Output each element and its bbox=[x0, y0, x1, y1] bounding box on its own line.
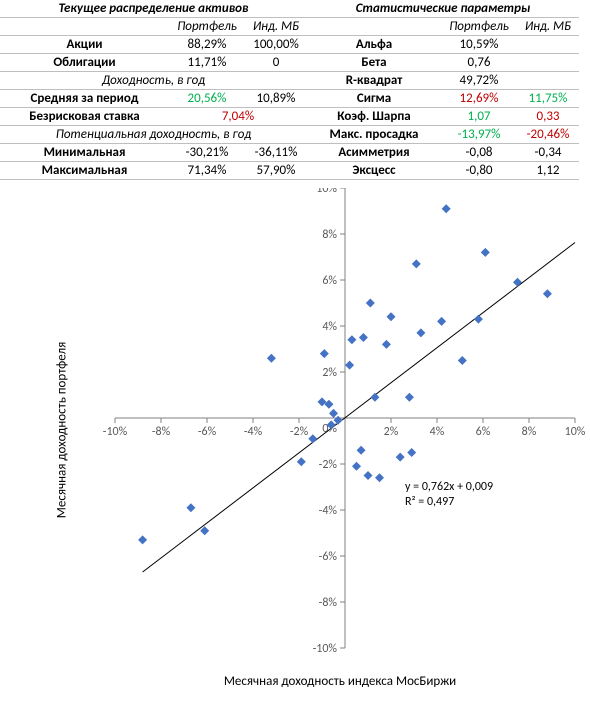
cell: 7,04% bbox=[169, 108, 307, 126]
r-squared: R² = 0,497 bbox=[405, 495, 454, 509]
cell: 11,75% bbox=[517, 90, 579, 108]
cell: 49,72% bbox=[441, 72, 517, 90]
cell: 12,69% bbox=[441, 90, 517, 108]
cell: -0,34 bbox=[517, 144, 579, 162]
svg-text:-4%: -4% bbox=[244, 425, 263, 439]
svg-text:4%: 4% bbox=[430, 425, 445, 439]
chart-container: Месячная доходность портфеля Месячная до… bbox=[0, 180, 590, 690]
svg-text:10%: 10% bbox=[316, 188, 337, 196]
cell: -0,08 bbox=[441, 144, 517, 162]
svg-text:-6%: -6% bbox=[319, 550, 338, 564]
row-label: Средняя за период bbox=[0, 90, 169, 108]
svg-text:2%: 2% bbox=[322, 366, 337, 380]
cell bbox=[517, 54, 579, 72]
svg-text:2%: 2% bbox=[384, 425, 399, 439]
cell: 0 bbox=[245, 54, 307, 72]
svg-text:8%: 8% bbox=[322, 228, 337, 242]
cell: 100,00% bbox=[245, 36, 307, 54]
col-portfolio: Портфель bbox=[169, 18, 245, 36]
cell: 57,90% bbox=[245, 162, 307, 180]
col-portfolio: Портфель bbox=[441, 18, 517, 36]
row-label: Облигации bbox=[0, 54, 169, 72]
svg-text:8%: 8% bbox=[522, 425, 537, 439]
row-label: Акции bbox=[0, 36, 169, 54]
cell: 71,34% bbox=[169, 162, 245, 180]
left-title: Текущее распределение активов bbox=[0, 0, 307, 18]
cell: -36,11% bbox=[245, 144, 307, 162]
cell: 10,59% bbox=[441, 36, 517, 54]
svg-text:-8%: -8% bbox=[152, 425, 171, 439]
svg-text:-2%: -2% bbox=[319, 458, 338, 472]
cell: 0,33 bbox=[517, 108, 579, 126]
cell: 1,07 bbox=[441, 108, 517, 126]
tables-container: Текущее распределение активовПортфельИнд… bbox=[0, 0, 590, 180]
right-title: Статистические параметры bbox=[307, 0, 579, 18]
section-title: Доходность, в год bbox=[0, 72, 307, 90]
cell: 11,71% bbox=[169, 54, 245, 72]
col-index: Инд. МБ bbox=[517, 18, 579, 36]
cell: 10,89% bbox=[245, 90, 307, 108]
svg-text:6%: 6% bbox=[322, 274, 337, 288]
y-axis-label: Месячная доходность портфеля bbox=[55, 342, 70, 519]
row-label: Безрисковая ставка bbox=[0, 108, 169, 126]
cell bbox=[517, 72, 579, 90]
row-label: Асимметрия bbox=[307, 144, 441, 162]
section-title: Потенциальная доходность, в год bbox=[0, 126, 307, 144]
cell bbox=[517, 36, 579, 54]
svg-text:-8%: -8% bbox=[319, 596, 338, 610]
x-axis-label: Месячная доходность индекса МосБиржи bbox=[224, 674, 456, 689]
svg-text:6%: 6% bbox=[476, 425, 491, 439]
svg-text:-6%: -6% bbox=[198, 425, 217, 439]
svg-text:-2%: -2% bbox=[290, 425, 309, 439]
row-label: Альфа bbox=[307, 36, 441, 54]
row-label: Бета bbox=[307, 54, 441, 72]
svg-text:4%: 4% bbox=[322, 320, 337, 334]
scatter-chart: -10% -8% -6% -4% -2% 2% 4% 6% 8% 10% -10% -8% -6% -4%… bbox=[95, 188, 585, 668]
svg-text:-10%: -10% bbox=[103, 425, 128, 439]
row-label: Эксцесс bbox=[307, 162, 441, 180]
row-label: Макс. просадка bbox=[307, 126, 441, 144]
cell: 88,29% bbox=[169, 36, 245, 54]
stats-table: Статистические параметрыПортфельИнд. МБ А… bbox=[307, 0, 579, 180]
svg-text:10%: 10% bbox=[565, 425, 585, 439]
cell: -13,97% bbox=[441, 126, 517, 144]
svg-text:-10%: -10% bbox=[313, 642, 338, 656]
cell: -30,21% bbox=[169, 144, 245, 162]
row-label: Минимальная bbox=[0, 144, 169, 162]
regression-equation: y = 0,762x + 0,009 bbox=[405, 480, 493, 494]
cell: -0,80 bbox=[441, 162, 517, 180]
cell: 1,12 bbox=[517, 162, 579, 180]
row-label: Максимальная bbox=[0, 162, 169, 180]
col-index: Инд. МБ bbox=[245, 18, 307, 36]
svg-text:-4%: -4% bbox=[319, 504, 338, 518]
allocation-table: Текущее распределение активовПортфельИнд… bbox=[0, 0, 307, 180]
row-label: Сигма bbox=[307, 90, 441, 108]
cell: 0,76 bbox=[441, 54, 517, 72]
cell: 20,56% bbox=[169, 90, 245, 108]
row-label: R-квадрат bbox=[307, 72, 441, 90]
cell: -20,46% bbox=[517, 126, 579, 144]
row-label: Коэф. Шарпа bbox=[307, 108, 441, 126]
